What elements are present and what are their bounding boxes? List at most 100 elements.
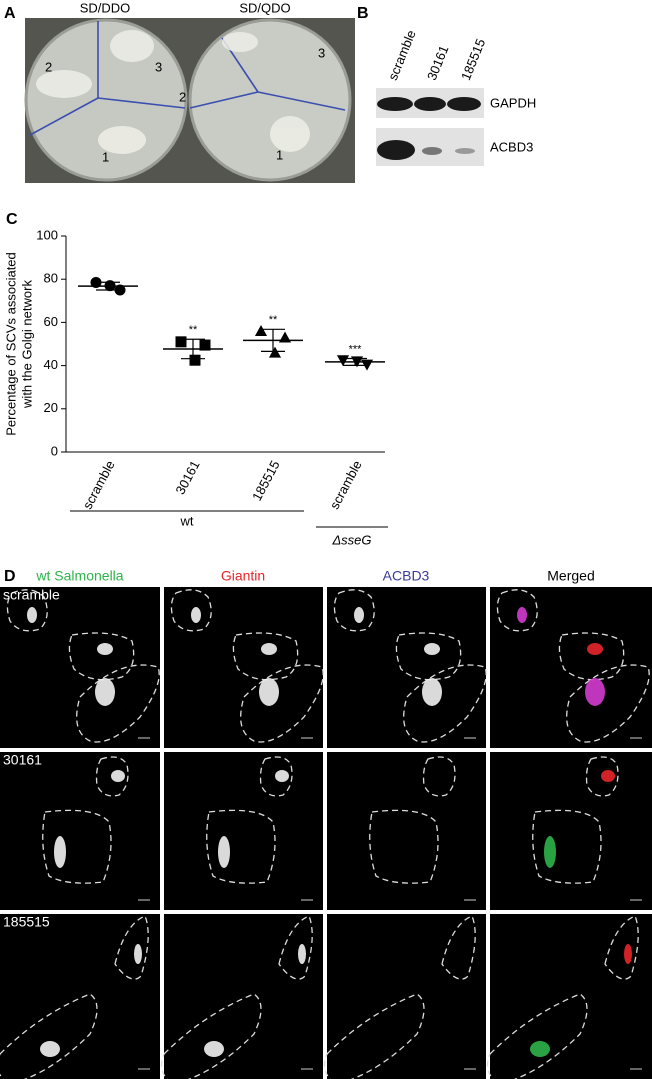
- colonies: [36, 30, 310, 154]
- micrograph: [0, 587, 160, 748]
- signal: [298, 944, 306, 964]
- cell-outline: [333, 589, 375, 632]
- sector-label: 2: [45, 59, 52, 74]
- cell-outline: [160, 993, 262, 1079]
- panel-label: A: [4, 5, 16, 22]
- sector-label: 3: [318, 45, 325, 60]
- signal: [275, 770, 289, 782]
- panel-label: C: [6, 211, 18, 228]
- x-tick-label: 30161: [172, 458, 202, 497]
- x-tick-label: scramble: [327, 458, 365, 512]
- row-label: scramble: [3, 587, 60, 603]
- cell-outline: [604, 915, 639, 980]
- cell-outline: [206, 809, 276, 884]
- sector-label: 1: [102, 149, 109, 164]
- x-tick-label: scramble: [80, 458, 118, 512]
- signal: [191, 607, 201, 623]
- cell-outline: [486, 993, 588, 1079]
- micrograph: [327, 587, 486, 748]
- plate: [188, 18, 352, 182]
- signal: [601, 770, 615, 782]
- lane-label: scramble: [385, 28, 419, 83]
- y-tick-label: 20: [44, 400, 58, 415]
- signal: [218, 836, 230, 868]
- lane-label: 30161: [424, 43, 451, 82]
- cell-outline: [95, 756, 129, 797]
- cell-outline: [240, 664, 324, 743]
- signal: [544, 836, 556, 868]
- column-header: Giantin: [221, 568, 265, 584]
- signal: [27, 607, 37, 623]
- column-header: ACBD3: [383, 568, 430, 584]
- cell-outline: [170, 589, 212, 632]
- cell-outline: [6, 589, 48, 632]
- y-tick-label: 0: [51, 443, 58, 458]
- cell-outline: [532, 809, 602, 884]
- signal: [204, 1041, 224, 1057]
- cell-outline: [76, 664, 160, 743]
- significance-label: **: [189, 324, 198, 336]
- signal: [111, 770, 125, 782]
- signal: [97, 643, 113, 655]
- signal: [424, 643, 440, 655]
- y-tick-label: 60: [44, 314, 58, 329]
- micrograph: [327, 914, 486, 1079]
- signal: [587, 643, 603, 655]
- cell-outline: [232, 632, 299, 681]
- cell-outline: [278, 915, 313, 980]
- cell-outline: [585, 756, 619, 797]
- cell-outline: [323, 993, 425, 1079]
- data-point: [254, 324, 268, 336]
- row-label: 30161: [3, 752, 42, 768]
- signal: [259, 678, 279, 706]
- data-point: [189, 354, 201, 366]
- cell-outline: [369, 809, 439, 884]
- micrograph: [490, 587, 652, 748]
- cell-outline: [114, 915, 149, 980]
- cell-outline: [558, 632, 625, 681]
- significance-label: **: [269, 314, 278, 326]
- cell-outline: [496, 589, 538, 632]
- data-point: [175, 336, 187, 348]
- plot: 0 20 40 60 80 100 scramble 30161 ** 185515 ** scram…: [36, 227, 388, 547]
- micrograph: [164, 587, 323, 748]
- signal: [134, 944, 142, 964]
- micrograph: [490, 752, 652, 910]
- panel-label: B: [357, 5, 369, 22]
- cell-outline: [441, 915, 476, 980]
- cell-outline: [68, 632, 135, 681]
- signal: [585, 678, 605, 706]
- y-tick-label: 100: [36, 227, 58, 242]
- data-point: [268, 346, 282, 358]
- cell-outline: [259, 756, 293, 797]
- signal: [54, 836, 66, 868]
- cell-outline: [403, 664, 487, 743]
- plate-title: SD/DDO: [80, 0, 131, 15]
- micrograph: [0, 914, 160, 1079]
- micrograph: [490, 914, 652, 1079]
- group-label: wt: [180, 513, 194, 528]
- micrograph: [164, 914, 323, 1079]
- panel-label: D: [4, 568, 16, 585]
- column-header: Merged: [547, 568, 594, 584]
- data-point: [336, 355, 350, 367]
- cell-outline: [0, 993, 98, 1079]
- micrographs: wt Salmonella Giantin ACBD3 Merged scramble 3…: [0, 568, 652, 1079]
- sector-label: 1: [276, 147, 283, 162]
- signal: [261, 643, 277, 655]
- group-label: ΔsseG: [331, 532, 371, 547]
- micrograph: [164, 752, 323, 910]
- micrograph: [327, 752, 486, 910]
- signal: [95, 678, 115, 706]
- signal: [624, 944, 632, 964]
- sector-label: 2: [179, 89, 186, 104]
- significance-label: ***: [349, 343, 363, 355]
- cell-outline: [422, 756, 456, 797]
- signal: [422, 678, 442, 706]
- y-tick-label: 40: [44, 357, 58, 372]
- band-label: GAPDH: [490, 95, 536, 110]
- lane-label: 185515: [458, 37, 488, 83]
- signal: [40, 1041, 60, 1057]
- y-axis-label: Percentage of SCVs associated: [3, 252, 18, 436]
